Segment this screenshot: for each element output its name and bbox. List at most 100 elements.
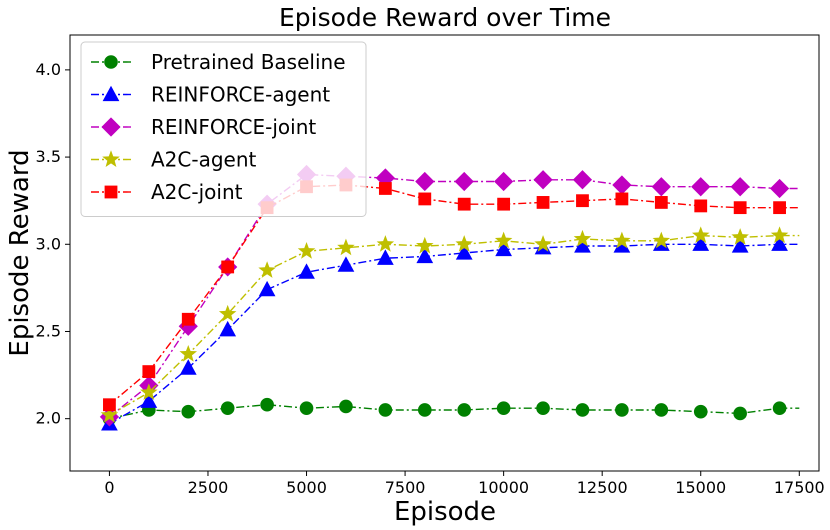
data-point (733, 406, 747, 421)
data-point (536, 196, 550, 209)
data-point (378, 403, 393, 417)
x-axis-label: Episode (394, 497, 496, 527)
x-tick-label: 10000 (478, 478, 529, 497)
series-reinforce-agent (101, 235, 800, 431)
data-point (455, 244, 473, 260)
legend: Pretrained Baseline REINFORCE-agent REINFO… (80, 41, 367, 217)
data-point (772, 401, 787, 416)
x-tick-label: 12500 (577, 478, 628, 497)
data-point (770, 226, 789, 243)
legend-item: REINFORCE-joint (91, 115, 316, 139)
data-point (615, 192, 629, 206)
data-point (769, 178, 790, 199)
legend-label: A2C-agent (151, 148, 257, 172)
y-axis-label: Episode Reward (5, 149, 35, 356)
data-point (693, 404, 708, 419)
data-point (181, 312, 195, 326)
series-a2c-agent (100, 226, 800, 423)
legend-label: REINFORCE-agent (151, 83, 330, 107)
plot-frame (69, 34, 820, 472)
data-point (613, 237, 631, 253)
data-point (417, 403, 432, 417)
series-line (109, 243, 800, 425)
data-point (534, 235, 552, 252)
data-point (615, 403, 629, 417)
data-point (221, 260, 235, 274)
legend-marker (101, 117, 121, 137)
data-point (495, 240, 512, 257)
y-tick-label: 3.5 (36, 147, 61, 166)
data-point (651, 177, 671, 197)
x-tick-label: 7500 (385, 478, 426, 497)
data-point (457, 403, 472, 417)
data-point (179, 359, 197, 375)
data-point (416, 247, 434, 264)
data-point (773, 201, 786, 215)
data-point (258, 280, 276, 297)
data-point (654, 403, 669, 417)
y-tick-label: 4.0 (36, 60, 61, 79)
data-point (497, 197, 511, 211)
series-line (109, 234, 800, 416)
legend-label: A2C-joint (151, 180, 243, 204)
data-point (219, 320, 237, 337)
data-point (572, 170, 593, 190)
data-point (378, 182, 392, 195)
y-tick-label: 3.0 (36, 234, 61, 253)
data-point (179, 344, 198, 362)
data-point (733, 201, 747, 215)
data-point (454, 171, 474, 192)
data-point (533, 170, 553, 190)
data-point (613, 231, 631, 249)
data-point (298, 263, 315, 279)
data-point (574, 237, 591, 253)
x-tick-label: 0 (104, 478, 114, 497)
data-point (573, 229, 592, 247)
data-point (494, 231, 513, 249)
data-point (376, 235, 395, 252)
data-point (575, 403, 590, 417)
data-point (220, 401, 235, 416)
data-point (576, 194, 589, 208)
data-point (536, 401, 550, 416)
legend-label: Pretrained Baseline (151, 50, 346, 74)
data-point (140, 392, 158, 408)
data-point (218, 304, 237, 322)
legend-item: REINFORCE-agent (91, 83, 330, 107)
data-point (337, 256, 355, 272)
data-point (494, 171, 514, 192)
chart-title: Episode Reward over Time (279, 3, 611, 32)
legend-item: Pretrained Baseline (91, 50, 346, 74)
x-axis: 0 2500 5000 7500 10000 12500 15000 17500 (104, 471, 825, 497)
legend-marker (102, 150, 120, 167)
data-point (612, 175, 632, 195)
legend-label: REINFORCE-joint (151, 115, 316, 139)
data-point (457, 197, 471, 211)
data-point (691, 226, 710, 243)
data-point (652, 231, 671, 249)
y-tick-label: 2.5 (36, 321, 61, 340)
series-pretrained-baseline (102, 397, 800, 426)
y-axis: 2.0 2.5 3.0 3.5 4.0 (36, 60, 70, 428)
series-layer (99, 164, 800, 431)
x-tick-label: 2500 (188, 478, 229, 497)
legend-marker (102, 85, 120, 102)
data-point (692, 235, 710, 251)
x-tick-label: 17500 (774, 478, 825, 497)
x-tick-label: 5000 (286, 478, 327, 497)
data-point (416, 236, 434, 254)
data-point (418, 192, 432, 206)
legend-box (80, 41, 367, 217)
data-point (691, 177, 711, 197)
data-point (337, 238, 355, 256)
data-point (771, 235, 788, 251)
data-point (140, 383, 158, 400)
legend-marker (104, 185, 118, 199)
data-point (297, 242, 316, 259)
legend-item: A2C-joint (91, 180, 243, 204)
x-tick-label: 15000 (675, 478, 726, 497)
data-point (654, 196, 668, 209)
data-point (142, 365, 156, 378)
data-point (258, 261, 276, 278)
